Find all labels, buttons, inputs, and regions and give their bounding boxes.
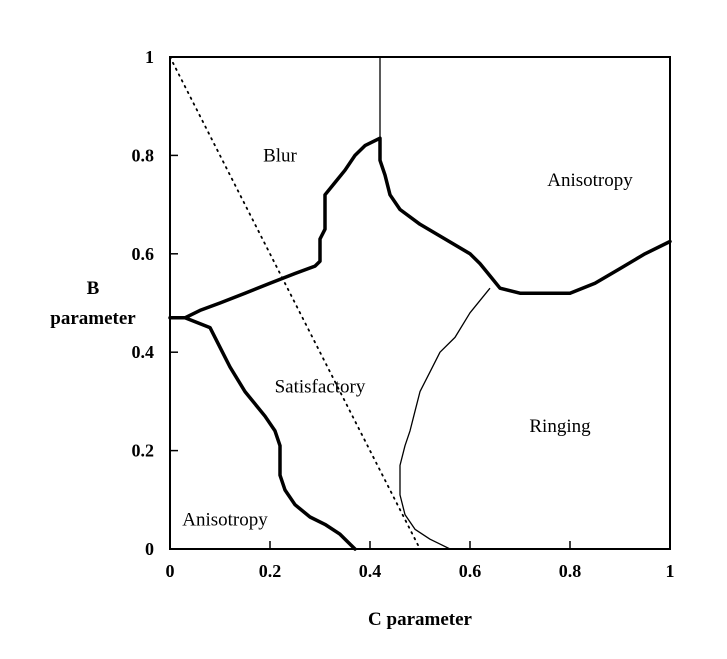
region-label: Satisfactory (275, 377, 366, 398)
y-tick-label: 0.4 (132, 342, 155, 362)
region-label: Blur (263, 145, 297, 166)
boundary-line-dotted (169, 56, 421, 550)
y-axis-label-line-1: B (87, 278, 100, 299)
x-tick-label: 0.2 (259, 561, 282, 581)
x-tick-label: 0.8 (559, 561, 582, 581)
y-axis-label-line-2: parameter (50, 308, 136, 329)
y-tick-label: 0.6 (132, 244, 155, 264)
x-tick-label: 0.4 (359, 561, 382, 581)
region-label: Anisotropy (182, 509, 268, 530)
series-group (168, 56, 672, 551)
tick-group: 0 0.2 0.4 0.6 0.8 1 0 0.2 0.4 0.6 0.8 1 (132, 47, 675, 581)
x-tick-label: 0.6 (459, 561, 482, 581)
y-tick-label: 1 (145, 47, 154, 67)
y-tick-label: 0.8 (132, 145, 155, 165)
y-tick-label: 0.2 (132, 441, 155, 461)
boundary-line-thick (168, 136, 672, 320)
x-tick-label: 0 (166, 561, 175, 581)
x-axis-label: C parameter (368, 609, 472, 630)
boundary-line-thick (183, 316, 357, 551)
x-tick-label: 1 (666, 561, 675, 581)
plot-frame (169, 56, 671, 550)
boundary-line-thin (399, 287, 491, 550)
y-tick-label: 0 (145, 539, 154, 559)
region-label: Anisotropy (547, 170, 633, 191)
region-label: Ringing (529, 416, 591, 437)
region-label-group: Blur Anisotropy Satisfactory Ringing Anisotr… (182, 145, 633, 530)
